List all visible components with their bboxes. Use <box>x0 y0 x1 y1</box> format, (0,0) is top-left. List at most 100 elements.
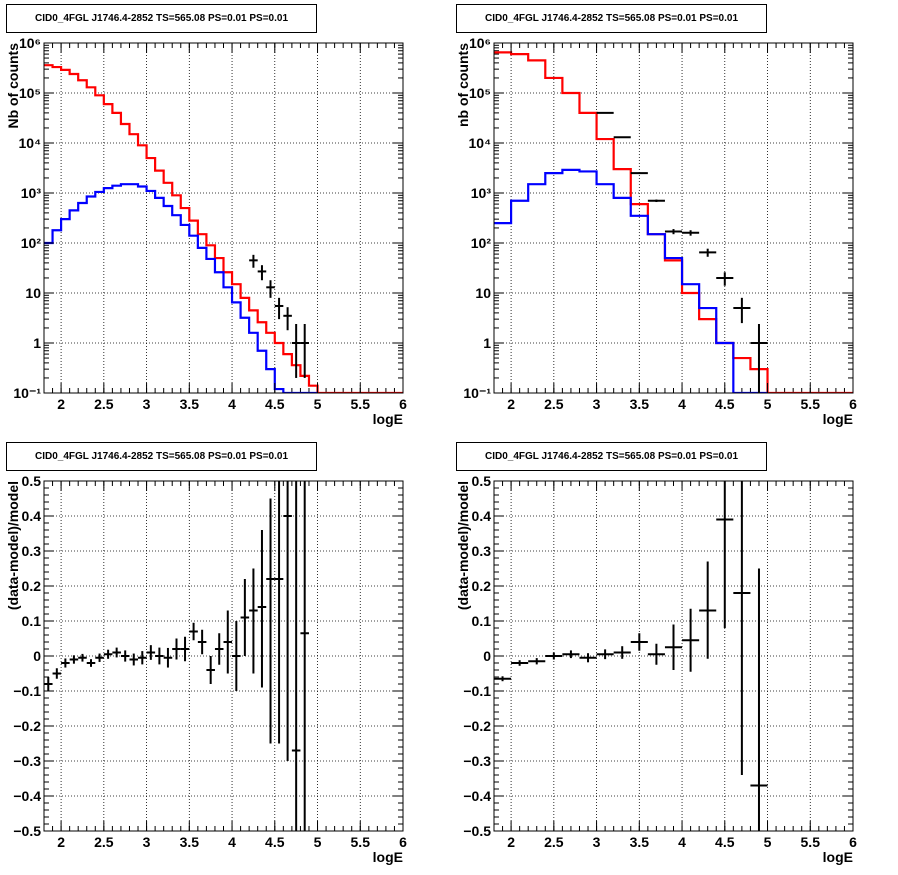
data-point <box>664 229 683 235</box>
x-tick-label: 5.5 <box>351 396 371 412</box>
y-tick-label: 0.2 <box>22 578 42 594</box>
y-tick-label: 10⁻¹ <box>13 385 41 401</box>
y-tick-label: 10 <box>25 285 41 301</box>
title-top-left: CID0_4FGL J1746.4-2852 TS=565.08 PS=0.01… <box>6 4 317 33</box>
data-point <box>78 653 87 662</box>
plot-frame <box>493 42 854 394</box>
data-point <box>163 647 173 668</box>
x-tick-label: 5 <box>314 396 322 412</box>
data-point <box>197 629 207 655</box>
y-tick-label: 10⁴ <box>19 135 42 151</box>
data-point <box>189 622 198 641</box>
x-tick-label: 3 <box>593 834 601 850</box>
y-tick-label: −0.3 <box>13 753 41 769</box>
x-axis-label: logE <box>823 411 853 427</box>
series-group <box>494 51 853 393</box>
data-point <box>494 676 512 682</box>
x-tick-label: 5 <box>764 834 772 850</box>
data-point <box>716 481 734 628</box>
y-axis-label: nb of counts <box>455 43 471 127</box>
y-axis-label: Nb of counts <box>5 43 21 129</box>
y-tick-label: 10⁵ <box>19 85 41 101</box>
y-tick-label: 10⁵ <box>469 85 491 101</box>
y-tick-label: 10 <box>475 285 491 301</box>
data-point <box>283 481 292 761</box>
data-point <box>699 248 717 257</box>
y-tick-label: 10⁶ <box>469 35 491 51</box>
series-group <box>494 481 768 831</box>
x-tick-label: 4.5 <box>265 834 285 850</box>
data-point <box>300 323 309 378</box>
title-top-right: CID0_4FGL J1746.4-2852 TS=565.08 PS=0.01… <box>456 4 767 33</box>
x-tick-label: 5.5 <box>801 834 821 850</box>
x-tick-label: 2 <box>507 396 515 412</box>
data-point <box>562 650 580 659</box>
data-point <box>596 649 614 660</box>
data-point <box>291 481 301 831</box>
data-point <box>682 230 700 236</box>
data-point <box>257 265 267 281</box>
data-point <box>630 633 648 651</box>
x-tick-label: 4.5 <box>265 396 285 412</box>
data-point <box>511 660 529 666</box>
x-tick-label: 5 <box>764 396 772 412</box>
y-tick-label: 10³ <box>471 185 492 201</box>
y-tick-label: 0.4 <box>472 508 492 524</box>
data-point <box>596 111 614 114</box>
title-bottom-right: CID0_4FGL J1746.4-2852 TS=565.08 PS=0.01… <box>456 442 767 471</box>
y-tick-label: −0.4 <box>13 788 41 804</box>
data-point <box>249 568 258 674</box>
data-point <box>69 655 79 664</box>
data-point <box>266 498 275 744</box>
data-point <box>613 136 631 139</box>
data-point <box>630 172 648 175</box>
y-tick-label: 10⁴ <box>469 135 492 151</box>
x-tick-label: 2.5 <box>94 834 114 850</box>
x-tick-label: 4.5 <box>715 834 735 850</box>
data-point <box>300 481 309 831</box>
data-point <box>257 530 267 688</box>
data-point <box>274 481 284 744</box>
data-point <box>545 652 563 660</box>
data-point <box>95 653 104 662</box>
data-point <box>172 638 181 660</box>
y-tick-label: 0.3 <box>472 543 492 559</box>
x-tick-label: 6 <box>849 396 857 412</box>
x-tick-label: 2 <box>57 396 65 412</box>
data-point <box>214 633 224 665</box>
data-point <box>129 653 139 666</box>
x-tick-label: 2.5 <box>544 396 564 412</box>
data-point <box>750 568 768 831</box>
data-point <box>266 280 275 298</box>
plot-bottom-left: 2 2.5 3 3.5 4 4.5 5 5.5 6 −0.5 −0.4 −0.3 −0.2 −0.1 0 0.… <box>5 473 407 865</box>
y-tick-label: 10⁶ <box>19 35 41 51</box>
y-tick-label: 10³ <box>21 185 42 201</box>
plot-top-left: 2 2.5 3 3.5 4 4.5 5 5.5 6 10⁻¹ 1 10 10² 10³ 10⁴ 10⁵ 10⁶ l… <box>5 35 407 427</box>
series-group <box>44 481 309 831</box>
x-tick-label: 3 <box>143 834 151 850</box>
y-tick-label: 0.4 <box>22 508 42 524</box>
y-tick-label: 10⁻¹ <box>463 385 491 401</box>
x-tick-label: 2.5 <box>544 834 564 850</box>
x-tick-label: 3 <box>143 396 151 412</box>
x-tick-label: 4.5 <box>715 396 735 412</box>
x-axis-label: logE <box>373 849 403 865</box>
y-tick-label: −0.4 <box>463 788 491 804</box>
y-tick-label: −0.5 <box>463 823 491 839</box>
x-tick-label: 2 <box>57 834 65 850</box>
plot-area <box>44 481 403 831</box>
y-tick-label: −0.3 <box>463 753 491 769</box>
y-tick-label: 0.1 <box>22 613 42 629</box>
data-point <box>138 651 147 665</box>
series-line-blue <box>44 183 318 393</box>
data-point <box>647 199 665 203</box>
x-tick-label: 6 <box>399 834 407 850</box>
y-tick-label: 0.5 <box>472 473 492 489</box>
y-tick-label: −0.5 <box>13 823 41 839</box>
x-tick-label: 3.5 <box>630 396 650 412</box>
title-bottom-left: CID0_4FGL J1746.4-2852 TS=565.08 PS=0.01… <box>6 442 317 471</box>
x-tick-label: 4 <box>228 396 236 412</box>
plot-bottom-right: 2 2.5 3 3.5 4 4.5 5 5.5 6 −0.5 −0.4 −0.3 −0.2 −0.1 0 0.… <box>455 473 857 865</box>
y-tick-label: 1 <box>483 335 491 351</box>
